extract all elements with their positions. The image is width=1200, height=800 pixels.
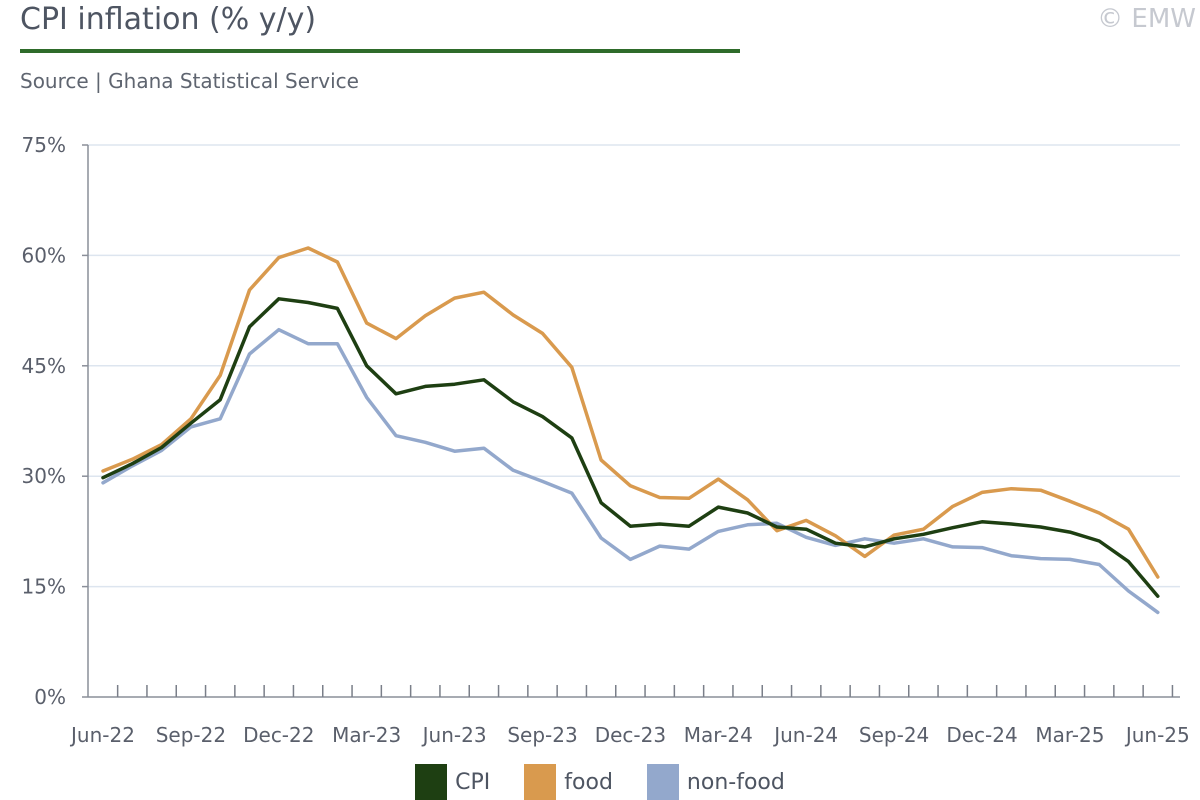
x-tick-label: Sep-23 — [507, 723, 577, 747]
legend-item-food: food — [524, 764, 613, 800]
y-tick-label: 30% — [22, 464, 66, 488]
chart-legend: CPI food non-food — [0, 764, 1200, 800]
y-tick-label: 15% — [22, 575, 66, 599]
x-tick-label: Mar-24 — [684, 723, 753, 747]
series-line-cpi — [101, 297, 1160, 598]
x-tick-label: Dec-23 — [595, 723, 666, 747]
series-line-non-food — [101, 327, 1160, 615]
x-tick-label: Dec-22 — [243, 723, 314, 747]
legend-item-cpi: CPI — [415, 764, 490, 800]
legend-label: CPI — [455, 769, 491, 795]
y-tick-label: 75% — [22, 133, 66, 157]
x-tick-label: Mar-23 — [332, 723, 401, 747]
x-tick-label: Jun-25 — [1124, 723, 1190, 747]
chart-title: CPI inflation (% y/y) — [20, 2, 317, 37]
x-tick-label: Jun-24 — [772, 723, 838, 747]
legend-label: non-food — [686, 769, 785, 795]
series-line-food — [101, 246, 1160, 579]
y-tick-label: 0% — [34, 685, 66, 709]
y-tick-label: 45% — [22, 354, 66, 378]
x-tick-label: Sep-22 — [156, 723, 226, 747]
copyright-label: © EMW — [1097, 4, 1196, 34]
chart-source: Source | Ghana Statistical Service — [20, 69, 359, 93]
legend-item-non-food: non-food — [646, 764, 785, 800]
legend-swatch — [415, 764, 448, 800]
legend-swatch — [646, 764, 679, 800]
x-tick-label: Jun-23 — [421, 723, 487, 747]
x-tick-label: Dec-24 — [946, 723, 1017, 747]
x-tick-label: Mar-25 — [1035, 723, 1104, 747]
x-tick-label: Sep-24 — [859, 723, 929, 747]
y-tick-label: 60% — [22, 243, 66, 267]
legend-swatch — [524, 764, 557, 800]
x-tick-label: Jun-22 — [69, 723, 135, 747]
legend-label: food — [564, 769, 613, 795]
title-underline — [20, 49, 740, 53]
